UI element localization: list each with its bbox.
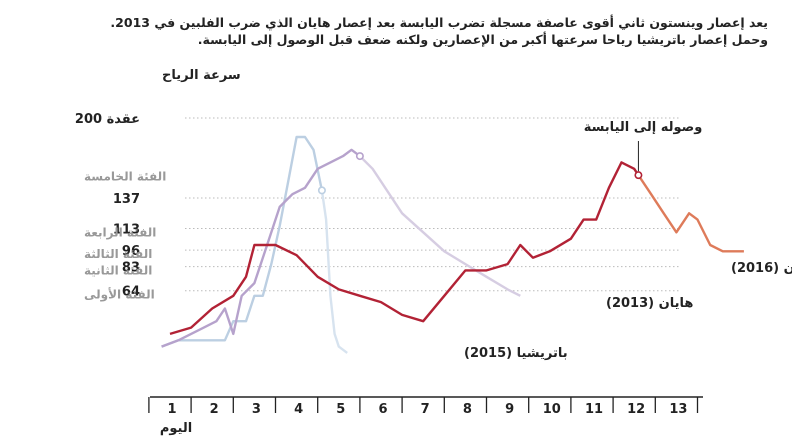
y-tick-label: 96 bbox=[122, 244, 140, 259]
landfall-marker bbox=[355, 152, 364, 161]
y-axis-title: سرعة الرياح bbox=[162, 68, 241, 83]
x-tick-label: 4 bbox=[294, 402, 303, 417]
x-tick-label: 12 bbox=[627, 402, 645, 417]
x-tick-label: 2 bbox=[210, 402, 219, 417]
category-label: الفئة الثانية bbox=[84, 264, 152, 278]
category-label: الفئة الأولى bbox=[84, 287, 155, 303]
category-label: الفئة الرابعة bbox=[84, 225, 156, 239]
landfall-marker bbox=[634, 171, 643, 180]
y-tick-label: 83 bbox=[122, 261, 140, 276]
subtitle-line-2: وحمل إعصار باتريشيا رياحا سرعتها أكبر من… bbox=[197, 32, 768, 47]
x-tick-label: 7 bbox=[421, 402, 430, 417]
series-name-label: هايان (2013) bbox=[606, 296, 693, 311]
x-tick-label: 13 bbox=[669, 402, 687, 417]
series-line-before-landfall bbox=[169, 161, 640, 336]
landfall-annotation: وصوله إلى اليابسة bbox=[584, 120, 703, 135]
x-tick-label: 3 bbox=[252, 402, 261, 417]
y-tick-label: 113 bbox=[113, 222, 140, 237]
y-tick-label: 64 bbox=[122, 285, 140, 300]
x-tick-label: 11 bbox=[585, 402, 603, 417]
chart-subtitle: يعد إعصار وينستون ثاني أقوى عاصفة مسجلة … bbox=[108, 14, 768, 48]
x-tick-label: 1 bbox=[167, 402, 176, 417]
category-label: الفئة الثالثة bbox=[84, 247, 152, 261]
series-name-label: وينستون (2016) bbox=[731, 261, 792, 276]
x-axis bbox=[148, 396, 703, 413]
series-line-before-landfall bbox=[161, 135, 324, 348]
landfall-marker bbox=[317, 186, 326, 195]
subtitle-line-1: يعد إعصار وينستون ثاني أقوى عاصفة مسجلة … bbox=[110, 15, 768, 30]
x-axis-title: اليوم bbox=[160, 421, 192, 436]
series-line-after-landfall bbox=[637, 174, 744, 253]
category-label: الفئة الخامسة bbox=[84, 170, 166, 184]
y-tick-label: 200 عقدة bbox=[75, 112, 140, 127]
series-line-after-landfall bbox=[320, 190, 348, 354]
x-tick-label: 5 bbox=[336, 402, 345, 417]
x-tick-label: 10 bbox=[543, 402, 561, 417]
x-tick-label: 8 bbox=[463, 402, 472, 417]
series-name-label: باتريشيا (2015) bbox=[464, 346, 568, 361]
x-tick-label: 6 bbox=[378, 402, 387, 417]
x-tick-label: 9 bbox=[505, 402, 514, 417]
series-line-after-landfall bbox=[359, 155, 521, 297]
series-lines bbox=[161, 135, 744, 354]
y-tick-label: 137 bbox=[113, 192, 140, 207]
grid-lines bbox=[185, 117, 680, 292]
series-line-before-landfall bbox=[161, 148, 361, 348]
